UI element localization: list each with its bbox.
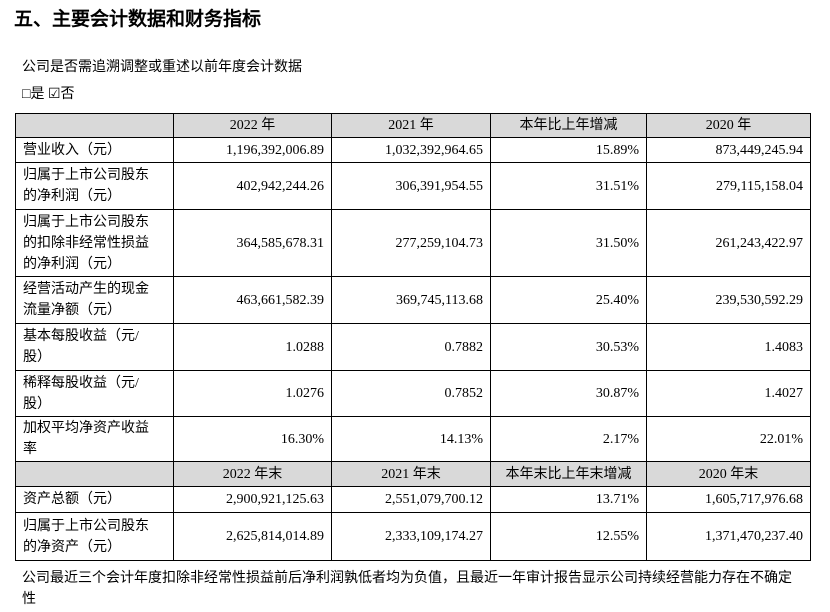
- cell-value: 1,032,392,964.65: [331, 137, 491, 163]
- header-cell: 2020 年: [646, 113, 811, 138]
- header-row: 2022 年末 2021 年末 本年末比上年末增减 2020 年末: [15, 461, 811, 487]
- cell-value: 31.51%: [490, 162, 647, 210]
- row-label: 归属于上市公司股东的净资产（元）: [15, 512, 174, 561]
- cell-value: 306,391,954.55: [331, 162, 491, 210]
- cell-value: 13.71%: [490, 486, 647, 513]
- header-cell: 本年末比上年末增减: [490, 461, 647, 487]
- cell-value: 1.4083: [646, 323, 811, 371]
- row-label: 基本每股收益（元/股）: [15, 323, 174, 371]
- header-cell: 2022 年: [173, 113, 332, 138]
- cell-value: 30.87%: [490, 370, 647, 417]
- cell-value: 873,449,245.94: [646, 137, 811, 163]
- financial-table: 2022 年 2021 年本年比上年增减 2020 年营业收入（元） 1,196,39…: [15, 113, 811, 561]
- question: 公司是否需追溯调整或重述以前年度会计数据: [22, 60, 302, 75]
- cell-value: 277,259,104.73: [331, 209, 491, 277]
- header-cell: [15, 113, 174, 138]
- cell-value: 0.7882: [331, 323, 491, 371]
- cell-value: 1,605,717,976.68: [646, 486, 811, 513]
- data-row: 归属于上市公司股东的净利润（元） 402,942,244.26 306,391,95…: [15, 162, 811, 210]
- header-cell: [15, 461, 174, 487]
- cell-value: 0.7852: [331, 370, 491, 417]
- header-cell: 2022 年末: [173, 461, 332, 487]
- footnote: 公司最近三个会计年度扣除非经常性损益前后净利润孰低者均为负值，且最近一年审计报告…: [22, 571, 792, 607]
- cell-value: 1.4027: [646, 370, 811, 417]
- cell-value: 2,551,079,700.12: [331, 486, 491, 513]
- cell-value: 261,243,422.97: [646, 209, 811, 277]
- cell-value: 364,585,678.31: [173, 209, 332, 277]
- cell-value: 1.0276: [173, 370, 332, 417]
- cell-value: 369,745,113.68: [331, 276, 491, 324]
- row-label: 经营活动产生的现金流量净额（元）: [15, 276, 174, 324]
- data-row: 经营活动产生的现金流量净额（元） 463,661,582.39 369,745,11…: [15, 276, 811, 324]
- cell-value: 15.89%: [490, 137, 647, 163]
- cell-value: 2,900,921,125.63: [173, 486, 332, 513]
- cell-value: 1,371,470,237.40: [646, 512, 811, 561]
- row-label: 营业收入（元）: [15, 137, 174, 163]
- cell-value: 1,196,392,006.89: [173, 137, 332, 163]
- answer: □是 ☑否: [22, 87, 75, 102]
- cell-value: 463,661,582.39: [173, 276, 332, 324]
- cell-value: 16.30%: [173, 416, 332, 462]
- row-label: 加权平均净资产收益率: [15, 416, 174, 462]
- header-cell: 2021 年末: [331, 461, 491, 487]
- cell-value: 25.40%: [490, 276, 647, 324]
- data-row: 营业收入（元） 1,196,392,006.89 1,032,392,964.65 1…: [15, 137, 811, 163]
- cell-value: 31.50%: [490, 209, 647, 277]
- data-row: 稀释每股收益（元/股） 1.0276 0.7852 30.87% 1.4027: [15, 370, 811, 417]
- cell-value: 12.55%: [490, 512, 647, 561]
- data-row: 加权平均净资产收益率 16.30% 14.13% 2.17% 22.01%: [15, 416, 811, 462]
- header-row: 2022 年 2021 年本年比上年增减 2020 年: [15, 113, 811, 138]
- cell-value: 239,530,592.29: [646, 276, 811, 324]
- data-row: 基本每股收益（元/股） 1.0288 0.7882 30.53% 1.4083: [15, 323, 811, 371]
- header-cell: 本年比上年增减: [490, 113, 647, 138]
- cell-value: 1.0288: [173, 323, 332, 371]
- data-row: 归属于上市公司股东的净资产（元） 2,625,814,014.89 2,333,10…: [15, 512, 811, 561]
- data-row: 资产总额（元） 2,900,921,125.63 2,551,079,700.12 1…: [15, 486, 811, 513]
- cell-value: 402,942,244.26: [173, 162, 332, 210]
- cell-value: 2,333,109,174.27: [331, 512, 491, 561]
- row-label: 稀释每股收益（元/股）: [15, 370, 174, 417]
- cell-value: 2,625,814,014.89: [173, 512, 332, 561]
- row-label: 资产总额（元）: [15, 486, 174, 513]
- cell-value: 279,115,158.04: [646, 162, 811, 210]
- cell-value: 14.13%: [331, 416, 491, 462]
- cell-value: 30.53%: [490, 323, 647, 371]
- header-cell: 2021 年: [331, 113, 491, 138]
- section-title: 五、主要会计数据和财务指标: [14, 9, 262, 30]
- row-label: 归属于上市公司股东的扣除非经常性损益的净利润（元）: [15, 209, 174, 277]
- data-row: 归属于上市公司股东的扣除非经常性损益的净利润（元） 364,585,678.31 2…: [15, 209, 811, 277]
- header-cell: 2020 年末: [646, 461, 811, 487]
- cell-value: 22.01%: [646, 416, 811, 462]
- row-label: 归属于上市公司股东的净利润（元）: [15, 162, 174, 210]
- cell-value: 2.17%: [490, 416, 647, 462]
